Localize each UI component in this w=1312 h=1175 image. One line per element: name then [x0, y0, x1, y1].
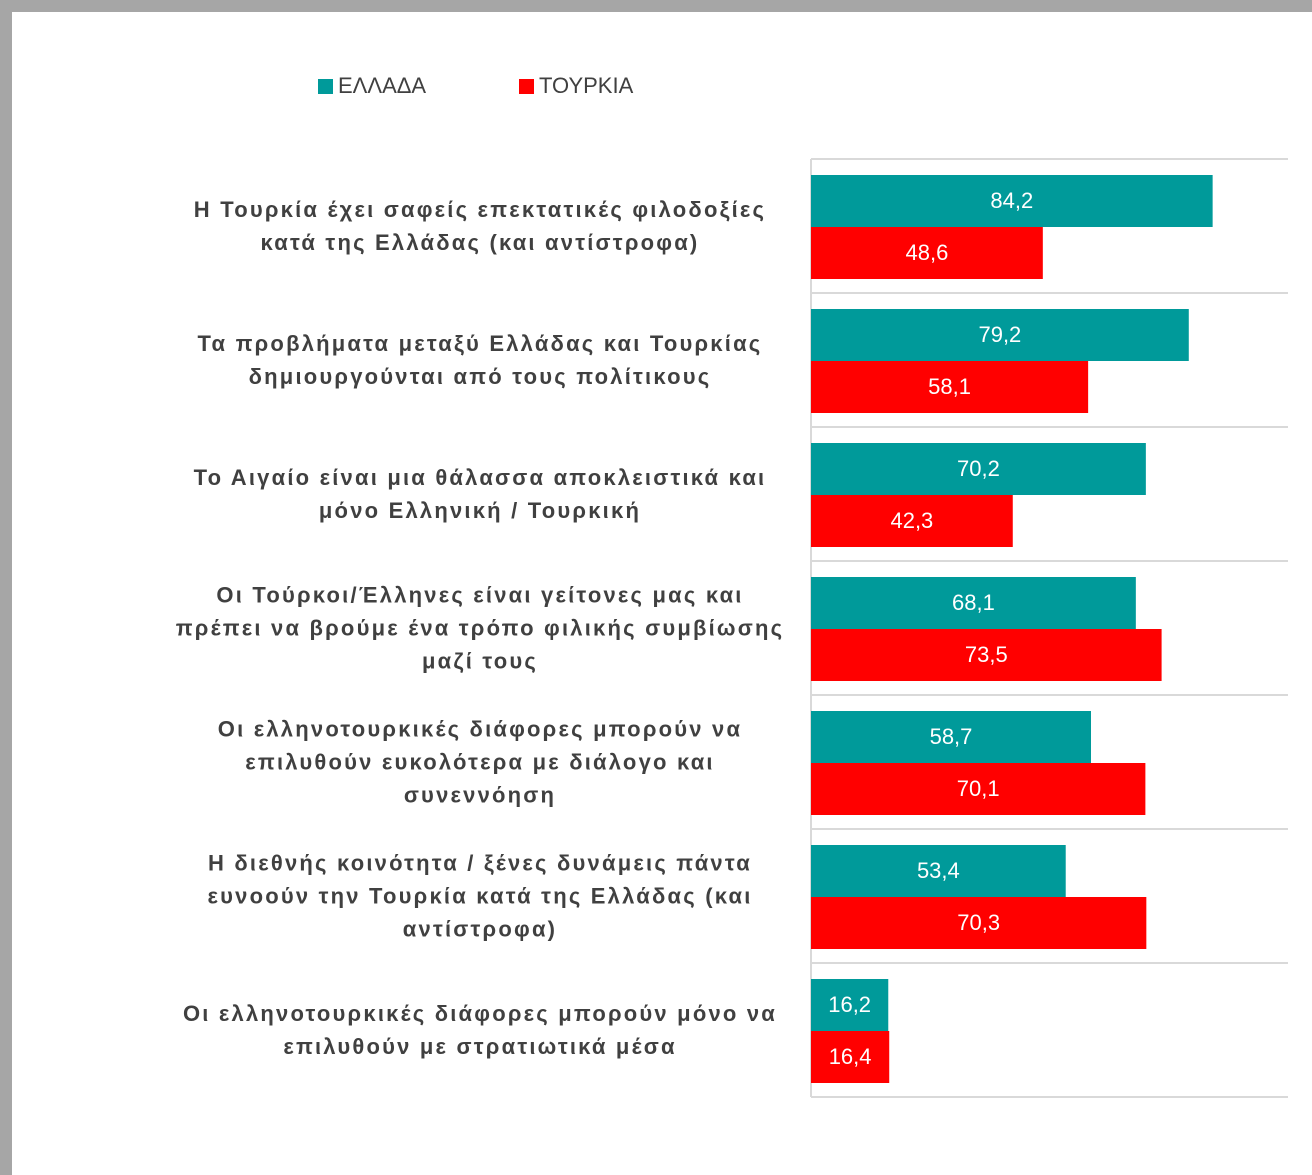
- data-label: 53,4: [917, 858, 960, 883]
- legend-swatch: [318, 79, 333, 94]
- data-label: 16,4: [829, 1044, 872, 1069]
- category-label: Η διεθνής κοινότητα / ξένες δυνάμεις πάν…: [207, 850, 753, 942]
- bar: [811, 495, 1013, 547]
- bar: [811, 1031, 890, 1083]
- data-label: 79,2: [978, 322, 1021, 347]
- bar: [811, 763, 1146, 815]
- bar: [811, 227, 1043, 279]
- legend-swatch: [519, 79, 534, 94]
- data-label: 58,7: [930, 724, 973, 749]
- legend-label: ΕΛΛΑΔΑ: [338, 73, 426, 98]
- bar: [811, 845, 1066, 897]
- bar: [811, 361, 1089, 413]
- data-label: 16,2: [828, 992, 871, 1017]
- bar: [811, 979, 889, 1031]
- data-label: 48,6: [905, 240, 948, 265]
- category-label: Οι Τούρκοι/Έλληνες είναι γείτονες μας κα…: [175, 582, 785, 674]
- category-label: Οι ελληνοτουρκικές διάφορες μπορούν να ε…: [217, 716, 743, 808]
- bar: [811, 309, 1189, 361]
- bar: [811, 175, 1213, 227]
- data-label: 70,3: [957, 910, 1000, 935]
- bar: [811, 629, 1162, 681]
- category-label: Η Τουρκία έχει σαφείς επεκτατικές φιλοδο…: [193, 197, 767, 255]
- data-label: 42,3: [890, 508, 933, 533]
- data-label: 68,1: [952, 590, 995, 615]
- bar: [811, 443, 1146, 495]
- bar: [811, 897, 1147, 949]
- category-label: Τα προβλήματα μεταξύ Ελλάδας και Τουρκία…: [197, 331, 763, 389]
- data-label: 70,2: [957, 456, 1000, 481]
- category-label: Το Αιγαίο είναι μια θάλασσα αποκλειστικά…: [193, 465, 767, 523]
- data-label: 84,2: [990, 188, 1033, 213]
- data-label: 70,1: [957, 776, 1000, 801]
- category-label: Οι ελληνοτουρκικές διάφορες μπορούν μόνο…: [182, 1001, 778, 1059]
- legend-label: ΤΟΥΡΚΙΑ: [539, 73, 634, 98]
- bar: [811, 577, 1136, 629]
- bar: [811, 711, 1091, 763]
- data-label: 73,5: [965, 642, 1008, 667]
- data-label: 58,1: [928, 374, 971, 399]
